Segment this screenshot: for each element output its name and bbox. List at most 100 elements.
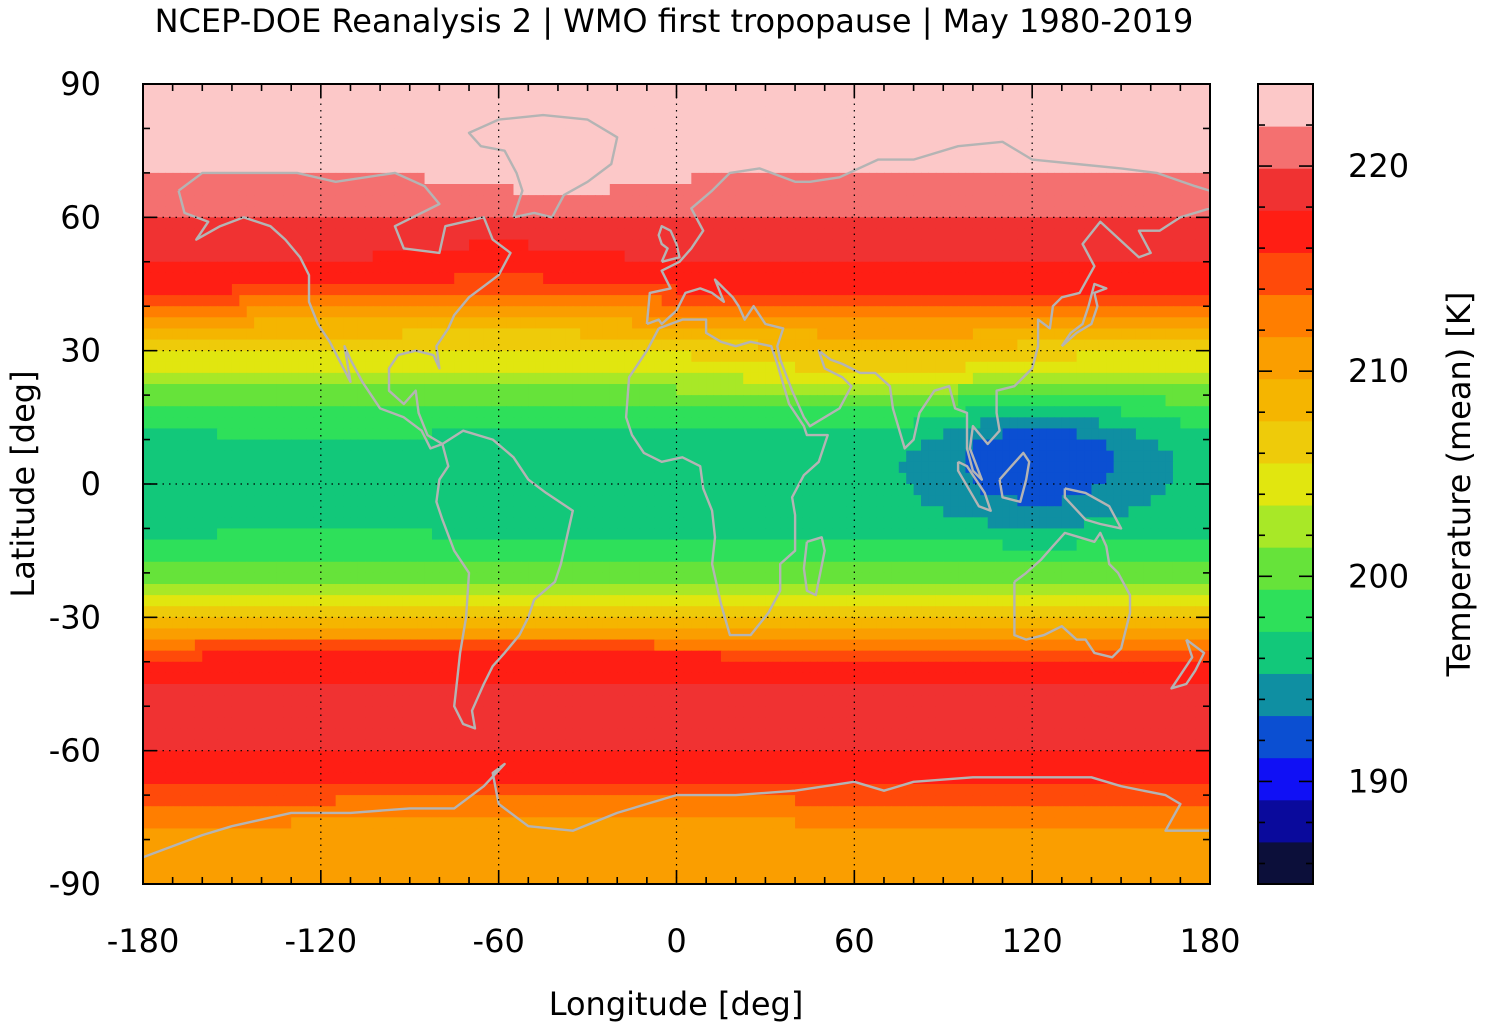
heatmap-cell xyxy=(380,128,389,141)
heatmap-cell xyxy=(1009,439,1018,452)
heatmap-cell xyxy=(202,161,211,174)
heatmap-cell xyxy=(483,350,492,363)
heatmap-cell xyxy=(350,128,359,141)
heatmap-cell xyxy=(469,150,478,163)
heatmap-cell xyxy=(157,317,166,330)
heatmap-cell xyxy=(735,406,744,418)
heatmap-cell xyxy=(743,239,752,252)
heatmap-cell xyxy=(743,250,752,263)
heatmap-cell xyxy=(439,161,448,174)
heatmap-cell xyxy=(239,217,248,230)
heatmap-cell xyxy=(995,339,1004,352)
heatmap-cell xyxy=(780,428,789,441)
heatmap-cell xyxy=(661,339,670,352)
heatmap-cell xyxy=(928,150,937,163)
heatmap-cell xyxy=(1017,217,1026,230)
heatmap-cell xyxy=(550,172,559,185)
heatmap-cell xyxy=(906,172,915,185)
heatmap-cell xyxy=(506,195,515,207)
heatmap-cell xyxy=(846,395,855,407)
heatmap-cell xyxy=(431,461,440,474)
heatmap-cell xyxy=(1091,339,1100,352)
heatmap-cell xyxy=(891,417,900,430)
heatmap-cell xyxy=(261,184,270,196)
heatmap-cell xyxy=(1106,284,1115,296)
heatmap-cell xyxy=(1091,439,1100,452)
heatmap-cell xyxy=(350,406,359,418)
heatmap-cell xyxy=(639,295,648,307)
heatmap-cell xyxy=(602,95,611,107)
heatmap-cell xyxy=(1165,161,1174,174)
heatmap-cell xyxy=(1039,117,1048,130)
heatmap-cell xyxy=(439,95,448,107)
heatmap-cell xyxy=(1046,350,1055,363)
heatmap-cell xyxy=(1054,217,1063,230)
heatmap-cell xyxy=(906,284,915,296)
heatmap-cell xyxy=(950,317,959,330)
heatmap-cell xyxy=(854,406,863,418)
heatmap-cell xyxy=(943,228,952,241)
heatmap-cell xyxy=(439,250,448,263)
heatmap-cell xyxy=(950,261,959,274)
heatmap-cell xyxy=(676,206,685,218)
heatmap-cell xyxy=(476,261,485,274)
heatmap-cell xyxy=(713,450,722,463)
heatmap-cell xyxy=(380,395,389,407)
heatmap-cell xyxy=(513,295,522,307)
heatmap-cell xyxy=(720,195,729,207)
heatmap-cell xyxy=(165,339,174,352)
heatmap-cell xyxy=(617,184,626,196)
heatmap-cell xyxy=(846,317,855,330)
heatmap-cell xyxy=(150,361,159,374)
heatmap-cell xyxy=(580,328,589,341)
heatmap-cell xyxy=(1061,450,1070,463)
heatmap-cell xyxy=(483,284,492,296)
heatmap-cell xyxy=(165,350,174,363)
heatmap-cell xyxy=(365,328,374,341)
heatmap-cell xyxy=(587,372,596,385)
heatmap-cell xyxy=(787,339,796,352)
heatmap-cell xyxy=(298,361,307,374)
heatmap-cell xyxy=(209,84,218,96)
heatmap-cell xyxy=(624,95,633,107)
heatmap-cell xyxy=(283,350,292,363)
heatmap-cell xyxy=(691,328,700,341)
heatmap-cell xyxy=(550,306,559,318)
heatmap-cell xyxy=(165,161,174,174)
heatmap-cell xyxy=(343,206,352,218)
heatmap-cell xyxy=(928,217,937,230)
heatmap-cell xyxy=(306,228,315,241)
heatmap-cell xyxy=(402,384,411,396)
heatmap-cell xyxy=(787,406,796,418)
heatmap-cell xyxy=(431,117,440,130)
heatmap-cell xyxy=(1180,417,1189,430)
heatmap-cell xyxy=(328,228,337,241)
heatmap-cell xyxy=(809,206,818,218)
heatmap-cell xyxy=(180,317,189,330)
heatmap-cell xyxy=(424,361,433,374)
heatmap-cell xyxy=(454,206,463,218)
heatmap-cell xyxy=(1172,339,1181,352)
heatmap-cell xyxy=(357,361,366,374)
heatmap-cell xyxy=(683,195,692,207)
heatmap-cell xyxy=(409,417,418,430)
heatmap-cell xyxy=(387,117,396,130)
heatmap-cell xyxy=(980,406,989,418)
heatmap-cell xyxy=(572,372,581,385)
heatmap-cell xyxy=(1076,417,1085,430)
heatmap-cell xyxy=(320,150,329,163)
heatmap-cell xyxy=(150,95,159,107)
heatmap-cell xyxy=(913,361,922,374)
heatmap-cell xyxy=(706,272,715,285)
heatmap-cell xyxy=(987,161,996,174)
heatmap-cell xyxy=(557,417,566,430)
heatmap-cell xyxy=(246,239,255,252)
heatmap-cell xyxy=(454,284,463,296)
heatmap-cell xyxy=(898,339,907,352)
heatmap-cell xyxy=(491,361,500,374)
heatmap-cell xyxy=(1069,450,1078,463)
heatmap-cell xyxy=(728,284,737,296)
heatmap-cell xyxy=(861,161,870,174)
heatmap-cell xyxy=(1084,150,1093,163)
heatmap-cell xyxy=(1106,261,1115,274)
